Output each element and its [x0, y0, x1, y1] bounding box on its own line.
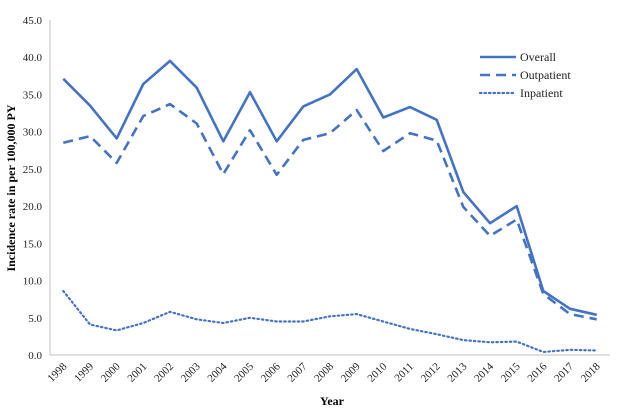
x-tick-label: 1998 [45, 360, 69, 384]
y-axis-title: Incidence rate in per 100,000 PY [4, 104, 18, 271]
legend-label-outpatient: Outpatient [520, 68, 571, 82]
x-tick-label: 2009 [339, 360, 363, 384]
x-axis-title: Year [320, 394, 345, 408]
y-tick-label: 35.0 [23, 89, 43, 101]
x-tick-label: 2001 [125, 361, 149, 385]
x-tick-label: 2003 [179, 360, 203, 384]
series-line-overall [62, 59, 597, 317]
x-tick-label: 2011 [392, 361, 416, 385]
series-lines [62, 59, 598, 354]
x-tick-label: 2018 [579, 360, 603, 384]
series-line-outpatient [62, 102, 597, 321]
legend-label-inpatient: Inpatient [520, 86, 563, 100]
x-tick-label: 2000 [99, 360, 123, 384]
y-tick-label: 10.0 [23, 276, 43, 288]
x-tick-label: 2013 [445, 360, 469, 384]
x-tick-label: 2008 [312, 360, 336, 384]
y-tick-label: 30.0 [23, 127, 43, 139]
x-tick-label: 1999 [72, 360, 96, 384]
x-tick-label: 2010 [365, 360, 389, 384]
legend: Overall Outpatient Inpatient [478, 50, 571, 100]
y-tick-label: 15.0 [23, 238, 43, 250]
axes [49, 20, 610, 356]
x-tick-label: 2007 [285, 360, 309, 384]
y-tick-label: 0.0 [28, 350, 42, 362]
x-tick-label: 2014 [472, 360, 496, 384]
x-tick-label: 2017 [552, 360, 576, 384]
x-tick-label: 2006 [259, 360, 283, 384]
x-tick-labels: 1998 1999 2000 2001 2002 2003 2004 2005 2006 2007… [45, 360, 603, 384]
y-tick-label: 25.0 [23, 164, 43, 176]
y-tick-label: 5.0 [28, 313, 42, 325]
x-tick-label: 2015 [499, 360, 523, 384]
x-tick-label: 2005 [232, 360, 256, 384]
y-tick-label: 20.0 [23, 201, 43, 213]
x-tick-label: 2012 [419, 361, 443, 385]
x-tick-label: 2004 [205, 360, 229, 384]
x-tick-label: 2002 [152, 361, 176, 385]
legend-label-overall: Overall [520, 50, 557, 64]
x-tick-label: 2016 [525, 360, 549, 384]
series-line-inpatient [62, 289, 598, 354]
y-tick-labels: 0.0 5.0 10.0 15.0 20.0 25.0 30.0 35.0 40.0 45.0 [23, 15, 43, 362]
y-tick-label: 45.0 [23, 15, 43, 27]
y-tick-label: 40.0 [23, 52, 43, 64]
